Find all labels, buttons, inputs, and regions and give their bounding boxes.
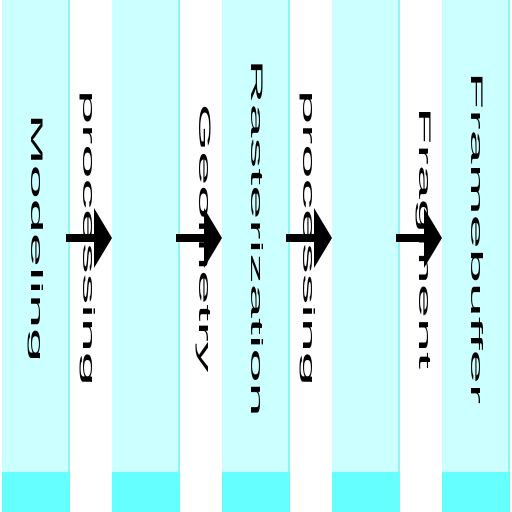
right-arrow-icon	[286, 208, 332, 268]
stage-fragment-processing: Fragment processing	[299, 0, 434, 512]
right-arrow-icon	[396, 208, 442, 268]
stage-label: Framebuffer	[467, 71, 486, 405]
stage-geometry-processing: Geometry processing	[79, 0, 214, 512]
stage-base	[442, 472, 510, 512]
stage-base	[112, 472, 180, 512]
stage-base	[2, 472, 70, 512]
stage-label-line: Framebuffer	[467, 71, 486, 405]
right-arrow-icon	[176, 208, 222, 268]
stage-base	[222, 472, 290, 512]
stage-rasterization: Rasterization	[222, 0, 290, 512]
stage-modeling: Modeling	[2, 0, 70, 512]
right-arrow-icon	[66, 208, 112, 268]
stage-framebuffer: Framebuffer	[442, 0, 510, 512]
stage-base	[332, 472, 400, 512]
